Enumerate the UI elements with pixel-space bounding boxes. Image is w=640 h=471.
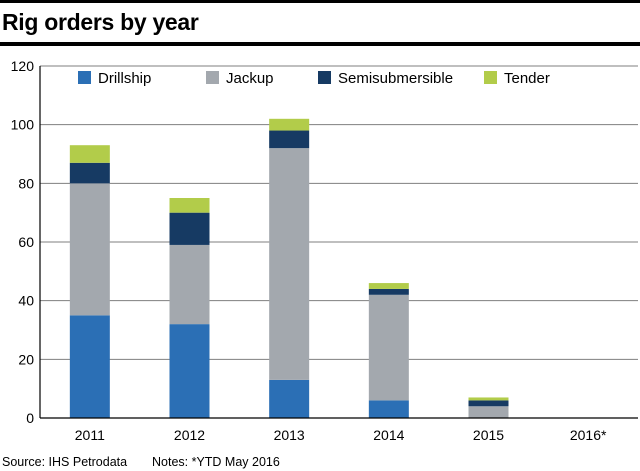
legend-swatch-drillship [78, 71, 91, 84]
y-tick-label: 80 [18, 175, 34, 191]
bar-drillship-2014 [368, 400, 409, 418]
y-tick-label: 20 [18, 351, 34, 367]
bar-jackup-2011 [69, 183, 110, 316]
legend-swatch-tender [484, 71, 497, 84]
x-tick-label: 2013 [274, 427, 305, 443]
x-tick-labels: 2011 2012 2013 2014 2015 2016* [75, 427, 607, 443]
x-tick-label: 2012 [174, 427, 205, 443]
y-tick-labels: 0 20 40 60 80 100 120 [11, 58, 35, 426]
bar-tender-2015 [468, 397, 509, 401]
x-tick-label: 2015 [473, 427, 504, 443]
legend-label-semisubmersible: Semisubmersible [338, 70, 453, 87]
legend-swatch-jackup [206, 71, 219, 84]
bar-drillship-2012 [169, 324, 210, 418]
footer: Source: IHS Petrodata Notes: *YTD May 20… [0, 454, 640, 471]
y-tick-label: 100 [11, 117, 35, 133]
y-tick-label: 120 [11, 58, 35, 74]
legend-label-tender: Tender [504, 70, 550, 87]
legend-label-drillship: Drillship [98, 70, 151, 87]
bar-jackup-2012 [169, 244, 210, 325]
gridlines [40, 65, 638, 360]
stacked-bar-chart: 0 20 40 60 80 100 120 2011 2012 2013 2014 2015 2016… [11, 58, 638, 443]
bar-semisubmersible-2014 [368, 288, 409, 295]
bar-jackup-2013 [269, 148, 310, 380]
bars [69, 118, 509, 418]
bar-drillship-2011 [69, 315, 110, 418]
y-tick-label: 40 [18, 293, 34, 309]
bar-jackup-2015 [468, 406, 509, 418]
bar-jackup-2014 [368, 294, 409, 401]
bar-semisubmersible-2013 [269, 130, 310, 149]
legend-swatch-semisubmersible [318, 71, 331, 84]
bar-tender-2014 [368, 283, 409, 289]
bar-semisubmersible-2015 [468, 400, 509, 407]
bar-semisubmersible-2012 [169, 212, 210, 245]
bar-tender-2012 [169, 198, 210, 213]
top-rule [0, 0, 640, 3]
x-tick-label: 2014 [373, 427, 404, 443]
title-rule [0, 42, 640, 46]
chart-title: Rig orders by year [2, 9, 199, 35]
bar-tender-2013 [269, 118, 310, 131]
x-tick-label: 2011 [75, 427, 105, 443]
footnote: Notes: *YTD May 2016 [152, 455, 280, 469]
x-tick-label: 2016* [570, 427, 607, 443]
legend-label-jackup: Jackup [226, 70, 274, 87]
bar-tender-2011 [69, 145, 110, 163]
legend: Drillship Jackup Semisubmersible Tender [78, 70, 550, 87]
bar-drillship-2013 [269, 379, 310, 418]
bar-semisubmersible-2011 [69, 162, 110, 184]
y-tick-label: 0 [26, 410, 34, 426]
source-note: Source: IHS Petrodata [2, 455, 128, 469]
axes [39, 66, 638, 419]
y-tick-label: 60 [18, 234, 34, 250]
